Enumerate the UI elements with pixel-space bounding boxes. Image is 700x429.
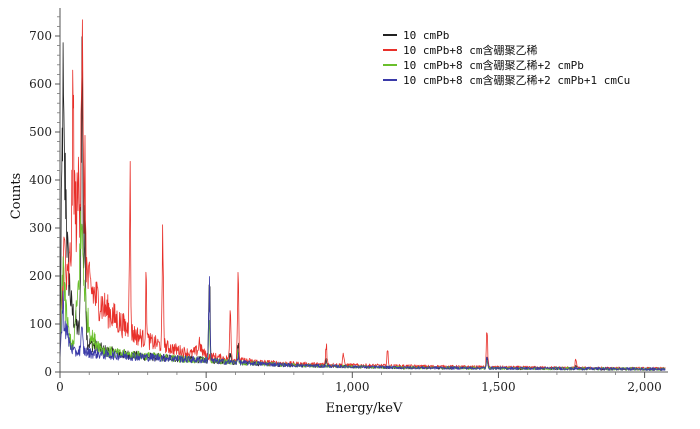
series-line-3 [59,210,666,371]
y-tick-label: 700 [29,29,52,43]
legend-entry: 10 cmPb+8 cm含硼聚乙稀 [403,43,537,57]
axes-layer: 0 500 1,000 1,500 2,000 0 100 200 300 400 500 600 70… [29,8,668,394]
y-tick-label: 100 [29,317,52,331]
legend-entry: 10 cmPb+8 cm含硼聚乙稀+2 cmPb+1 cmCu [403,73,630,87]
y-tick-label: 400 [29,173,52,187]
y-tick-label: 300 [29,221,52,235]
x-tick-label: 500 [195,380,218,394]
x-tick-label: 2,000 [627,380,661,394]
legend-entry: 10 cmPb+8 cm含硼聚乙稀+2 cmPb [403,58,584,72]
y-axis-title: Counts [9,173,24,219]
legend-entry: 10 cmPb [403,29,449,42]
y-tick-label: 200 [29,269,52,283]
y-tick-label: 600 [29,77,52,91]
series-layer [59,19,666,371]
y-tick-label: 500 [29,125,52,139]
x-axis-title: Energy/keV [326,401,403,416]
series-line-4 [59,276,666,371]
x-tick-label: 0 [56,380,64,394]
x-tick-label: 1,500 [481,380,515,394]
series-line-2 [59,19,666,371]
x-tick-label: 1,000 [335,380,369,394]
y-tick-label: 0 [44,365,52,379]
